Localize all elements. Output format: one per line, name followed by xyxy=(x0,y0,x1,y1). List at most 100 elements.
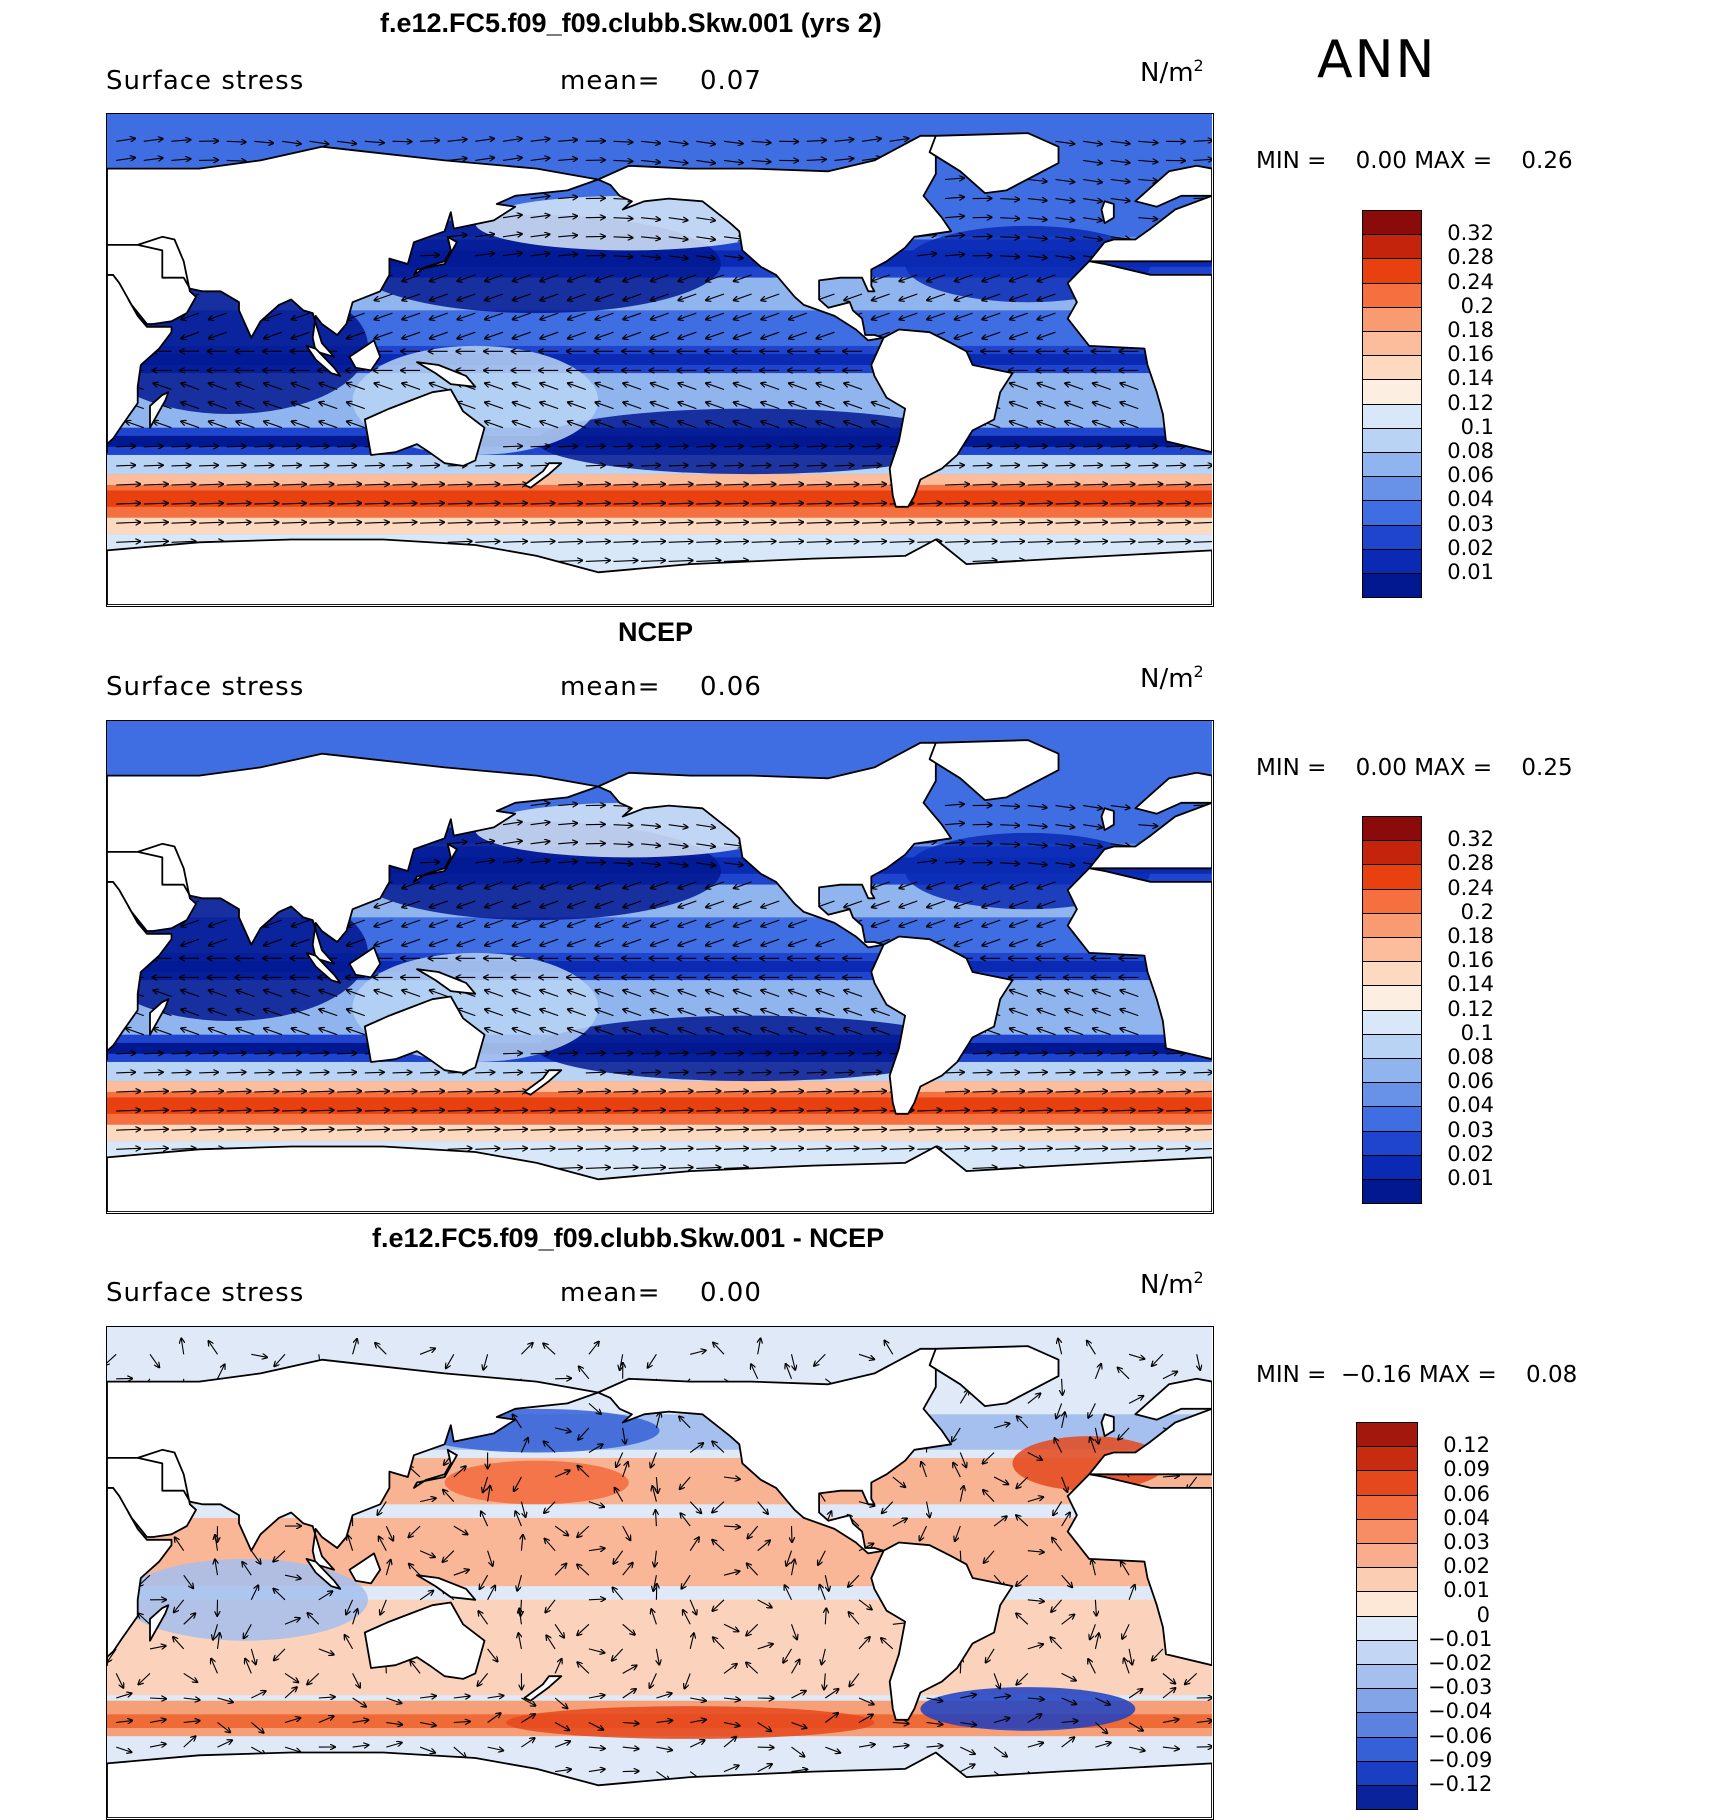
colorbar-tick-label: 0.04 xyxy=(1428,1506,1490,1530)
wind-arrow xyxy=(586,1072,605,1073)
colorbar-tick-label: 0.01 xyxy=(1432,560,1494,584)
colorbar-swatch xyxy=(1356,1519,1418,1544)
wind-arrow xyxy=(1138,1072,1157,1073)
colorbar-swatch xyxy=(1362,1082,1422,1107)
wind-arrow xyxy=(614,1053,633,1054)
wind-arrow xyxy=(1056,1072,1075,1073)
colorbar-swatch xyxy=(1356,1422,1418,1447)
wind-arrow xyxy=(254,465,273,466)
variable-label: Surface stress xyxy=(106,1278,304,1308)
wind-arrow xyxy=(282,465,301,466)
wind-arrow xyxy=(1166,1072,1185,1073)
wind-arrow xyxy=(172,446,191,447)
colorbar-tick-label: 0.18 xyxy=(1432,318,1494,342)
wind-arrow xyxy=(835,1072,854,1073)
wind-arrow xyxy=(669,446,688,447)
colorbar-swatch xyxy=(1356,1567,1418,1592)
wind-arrow xyxy=(365,465,384,466)
colorbar-tick-label: 0.12 xyxy=(1432,997,1494,1021)
stress-blob xyxy=(445,1461,629,1505)
wind-arrow xyxy=(779,446,798,447)
wind-arrow xyxy=(172,465,191,466)
panel-title: f.e12.FC5.f09_f09.clubb.Skw.001 (yrs 2) xyxy=(380,8,882,39)
variable-label: Surface stress xyxy=(106,66,304,96)
colorbar-swatch xyxy=(1362,476,1422,501)
colorbar-tick-label: 0.03 xyxy=(1432,1118,1494,1142)
stress-band xyxy=(107,474,1212,485)
colorbar-tick-label: 0.16 xyxy=(1432,342,1494,366)
colorbar-tick-label: −0.12 xyxy=(1428,1772,1490,1796)
wind-arrow xyxy=(1083,465,1102,466)
map-canvas xyxy=(107,721,1212,1212)
colorbar-tick-label: 0.02 xyxy=(1432,1142,1494,1166)
colorbar-tick-label: 0.09 xyxy=(1428,1457,1490,1481)
colorbar-tick-label: −0.04 xyxy=(1428,1699,1490,1723)
wind-arrow xyxy=(752,1053,771,1054)
stress-band xyxy=(107,1125,1212,1141)
min-value: −0.16 xyxy=(1341,1362,1411,1388)
colorbar-swatch xyxy=(1362,234,1422,259)
wind-arrow xyxy=(337,446,356,447)
wind-arrow xyxy=(199,1072,218,1073)
colorbar-tick-label: −0.02 xyxy=(1428,1651,1490,1675)
wind-arrow xyxy=(1111,465,1130,466)
colorbar-swatch xyxy=(1362,331,1422,356)
colorbar-swatch xyxy=(1362,1131,1422,1156)
colorbar-tick-label: 0.12 xyxy=(1432,391,1494,415)
wind-arrow xyxy=(1028,465,1047,466)
colorbar-tick-label: 0.1 xyxy=(1432,1021,1494,1045)
wind-arrow xyxy=(724,446,743,447)
mean-label: mean= xyxy=(560,66,661,96)
colorbar-swatch xyxy=(1362,889,1422,914)
colorbar-tick-label: 0.04 xyxy=(1432,487,1494,511)
wind-arrow xyxy=(696,1072,715,1073)
colorbar-tick-label: 0.06 xyxy=(1432,1069,1494,1093)
colorbar-tick-label: 0.32 xyxy=(1432,827,1494,851)
colorbar-swatch xyxy=(1356,1761,1418,1786)
colorbar-tick-label: 0.12 xyxy=(1428,1433,1490,1457)
colorbar-tick-label: 0.01 xyxy=(1432,1166,1494,1190)
colorbar-swatch xyxy=(1356,1495,1418,1520)
units-exponent: 2 xyxy=(1194,1268,1204,1287)
wind-arrow xyxy=(724,465,743,466)
min-value: 0.00 xyxy=(1356,755,1407,781)
min-max-readout: MIN = 0.00 MAX = 0.26 xyxy=(1256,148,1573,174)
stress-band xyxy=(107,1097,1212,1113)
units-label: N/m2 xyxy=(1140,664,1204,694)
wind-arrow xyxy=(365,1072,384,1073)
mean-label: mean= xyxy=(560,1278,661,1308)
wind-arrow xyxy=(116,465,135,466)
wind-arrow xyxy=(393,465,412,466)
wind-arrow xyxy=(116,1053,135,1054)
wind-arrow xyxy=(1056,1053,1075,1054)
colorbar-swatch xyxy=(1362,404,1422,429)
wind-arrow xyxy=(337,1072,356,1073)
wind-arrow xyxy=(310,465,329,466)
wind-arrow xyxy=(531,1053,550,1054)
colorbar-swatch xyxy=(1356,1616,1418,1641)
stress-band xyxy=(107,518,1212,534)
wind-arrow xyxy=(420,1072,439,1073)
colorbar-swatch xyxy=(1362,500,1422,525)
colorbar-tick-label: 0.28 xyxy=(1432,851,1494,875)
mean-value: 0.06 xyxy=(700,672,762,702)
colorbar-tick-label: 0.06 xyxy=(1428,1482,1490,1506)
wind-arrow xyxy=(752,465,771,466)
colorbar-swatch xyxy=(1362,1058,1422,1083)
wind-arrow xyxy=(641,465,660,466)
max-value: 0.25 xyxy=(1521,755,1572,781)
wind-arrow xyxy=(310,446,329,447)
wind-arrow xyxy=(862,446,881,447)
colorbar-tick-label: 0.24 xyxy=(1432,876,1494,900)
min-label: MIN = xyxy=(1256,755,1326,781)
colorbar-swatch xyxy=(1362,840,1422,865)
max-label: MAX = xyxy=(1414,148,1492,174)
wind-arrow xyxy=(199,446,218,447)
wind-arrow xyxy=(835,446,854,447)
wind-arrow xyxy=(1166,446,1185,447)
wind-arrow xyxy=(807,1053,826,1054)
stress-blob xyxy=(506,1706,874,1739)
colorbar-tick-label: 0.08 xyxy=(1432,439,1494,463)
colorbar-swatch xyxy=(1356,1737,1418,1762)
wind-arrow xyxy=(1083,1053,1102,1054)
